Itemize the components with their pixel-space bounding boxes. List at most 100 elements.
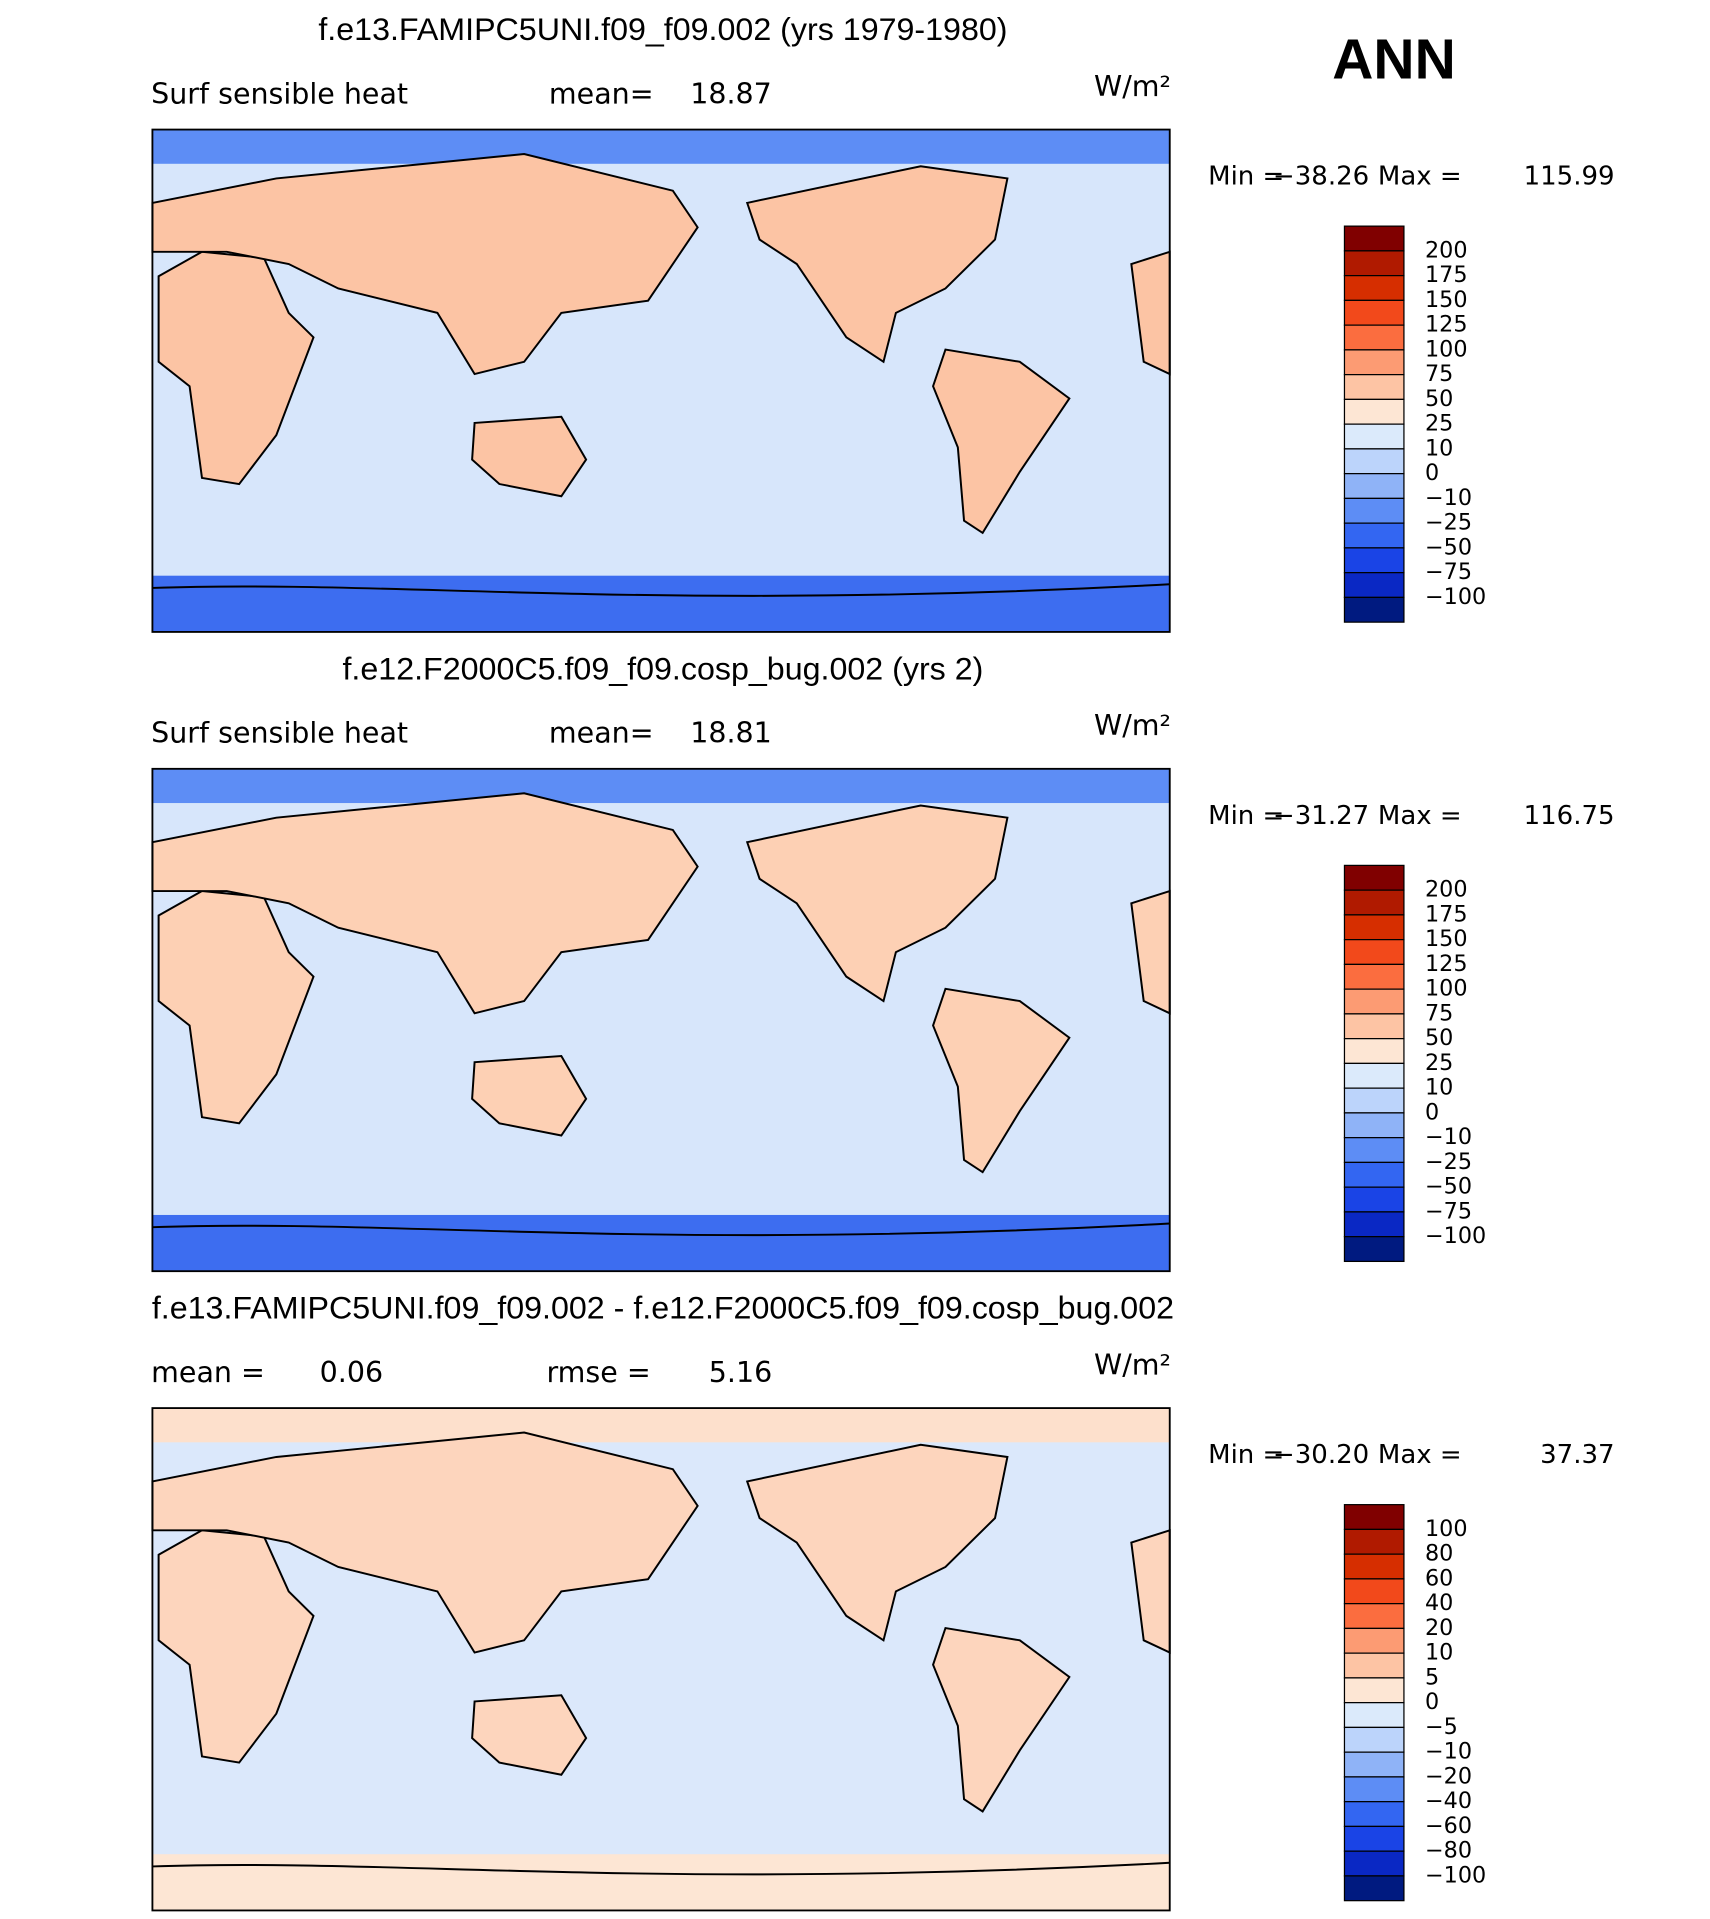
colorbar-label: 100 bbox=[1425, 336, 1468, 362]
colorbar-label: −10 bbox=[1425, 1739, 1472, 1765]
colorbar-box bbox=[1343, 1137, 1405, 1164]
min-max: −30.20 bbox=[1273, 1440, 1369, 1470]
colorbar-label: 50 bbox=[1425, 386, 1453, 412]
panel-stat: 5.16 bbox=[709, 1356, 772, 1389]
map-frame bbox=[151, 1407, 1171, 1912]
colorbar-box bbox=[1343, 1751, 1405, 1778]
panel-title: f.e13.FAMIPC5UNI.f09_f09.002 - f.e12.F20… bbox=[152, 1290, 1174, 1326]
colorbar-label: −20 bbox=[1425, 1764, 1472, 1790]
colorbar-label: 10 bbox=[1425, 435, 1453, 461]
map bbox=[151, 767, 1171, 1273]
colorbar-box bbox=[1343, 1087, 1405, 1114]
colorbar-box bbox=[1343, 497, 1405, 524]
colorbar-label: −100 bbox=[1425, 1863, 1486, 1889]
colorbar-box bbox=[1343, 324, 1405, 351]
colorbar-box bbox=[1343, 1726, 1405, 1753]
min-max: −38.26 bbox=[1273, 162, 1369, 192]
colorbar-box bbox=[1343, 275, 1405, 301]
colorbar-box bbox=[1343, 398, 1405, 425]
colorbar-box bbox=[1343, 596, 1405, 623]
arctic-band bbox=[152, 768, 1170, 804]
colorbar-label: −75 bbox=[1425, 559, 1472, 585]
map bbox=[151, 1407, 1171, 1912]
colorbar-box bbox=[1343, 864, 1405, 891]
colorbar-box bbox=[1343, 473, 1405, 500]
colorbar-box bbox=[1343, 1062, 1405, 1089]
min-max: Max = bbox=[1378, 162, 1462, 192]
antarctic-coast bbox=[152, 583, 1170, 597]
colorbar-label: 75 bbox=[1425, 1000, 1453, 1026]
colorbar-label: −100 bbox=[1425, 1223, 1486, 1249]
colorbar-label: 25 bbox=[1425, 1050, 1453, 1076]
colorbar-box bbox=[1343, 1652, 1405, 1679]
colorbar-label: −75 bbox=[1425, 1198, 1472, 1224]
arctic-band bbox=[152, 129, 1170, 164]
colorbar-label: −40 bbox=[1425, 1788, 1472, 1814]
colorbar-box bbox=[1343, 1236, 1405, 1263]
panel-stat: 18.87 bbox=[690, 77, 772, 110]
colorbar-box bbox=[1343, 1801, 1405, 1828]
colorbar-box bbox=[1343, 1850, 1405, 1877]
colorbar-label: −50 bbox=[1425, 1174, 1472, 1200]
antarctic-band bbox=[152, 1214, 1170, 1272]
panel-stat: Surf sensible heat bbox=[151, 77, 408, 110]
colorbar-box bbox=[1343, 1603, 1405, 1630]
min-max: Min = bbox=[1208, 1440, 1284, 1470]
colorbar-box bbox=[1343, 939, 1405, 966]
colorbar-box bbox=[1343, 889, 1405, 916]
antarctic-coast bbox=[152, 1222, 1170, 1237]
panel-title: f.e13.FAMIPC5UNI.f09_f09.002 (yrs 1979-1… bbox=[318, 11, 1007, 47]
colorbar-label: 25 bbox=[1425, 411, 1453, 437]
colorbar-label: −10 bbox=[1425, 1124, 1472, 1150]
colorbar-box bbox=[1343, 522, 1405, 549]
colorbar-label: 20 bbox=[1425, 1615, 1453, 1641]
colorbar-label: 150 bbox=[1425, 926, 1468, 952]
map-frame bbox=[151, 767, 1171, 1273]
colorbar-label: 10 bbox=[1425, 1075, 1453, 1101]
colorbar-label: 50 bbox=[1425, 1025, 1453, 1051]
colorbar-box bbox=[1343, 988, 1405, 1015]
panel-stat: Surf sensible heat bbox=[151, 717, 408, 750]
colorbar-box bbox=[1343, 1578, 1405, 1605]
panel-stat: rmse = bbox=[546, 1356, 650, 1389]
colorbar-label: 100 bbox=[1425, 976, 1468, 1002]
units: W/m² bbox=[1094, 709, 1171, 742]
season-label: ANN bbox=[1332, 28, 1455, 91]
units: W/m² bbox=[1094, 1349, 1171, 1382]
colorbar-label: −80 bbox=[1425, 1838, 1472, 1864]
colorbar-label: −10 bbox=[1425, 485, 1472, 511]
colorbar-label: 175 bbox=[1425, 901, 1468, 927]
colorbar-box bbox=[1343, 914, 1405, 941]
colorbar-label: −50 bbox=[1425, 534, 1472, 560]
colorbar-label: −25 bbox=[1425, 1149, 1472, 1175]
colorbar-label: −5 bbox=[1425, 1714, 1458, 1740]
colorbar-box bbox=[1343, 1528, 1405, 1555]
units: W/m² bbox=[1094, 70, 1171, 103]
colorbar-box bbox=[1343, 1627, 1405, 1654]
panel-stat: mean= bbox=[549, 717, 654, 750]
colorbar-box bbox=[1343, 1211, 1405, 1238]
colorbar-label: 0 bbox=[1425, 1689, 1439, 1715]
colorbar-box bbox=[1343, 963, 1405, 990]
colorbar-box bbox=[1343, 1038, 1405, 1065]
panel-stat: 0.06 bbox=[320, 1356, 383, 1389]
antarctic-coast bbox=[152, 1861, 1170, 1876]
panel-stat: mean= bbox=[549, 77, 654, 110]
colorbar-label: 75 bbox=[1425, 361, 1453, 387]
colorbar-label: 150 bbox=[1425, 287, 1468, 313]
colorbar-label: 0 bbox=[1425, 460, 1439, 486]
map-frame bbox=[151, 128, 1171, 633]
colorbar-label: 200 bbox=[1425, 237, 1468, 263]
colorbar-box bbox=[1343, 448, 1405, 475]
colorbar-box bbox=[1343, 572, 1405, 599]
min-max: Max = bbox=[1378, 801, 1462, 831]
colorbar-label: 125 bbox=[1425, 951, 1468, 977]
antarctic-band bbox=[152, 1854, 1170, 1911]
colorbar-label: −25 bbox=[1425, 510, 1472, 536]
min-max: Min = bbox=[1208, 801, 1284, 831]
min-max: Min = bbox=[1208, 162, 1284, 192]
colorbar-box bbox=[1343, 225, 1405, 252]
colorbar-label: 0 bbox=[1425, 1099, 1439, 1125]
min-max: 116.75 bbox=[1524, 801, 1615, 831]
